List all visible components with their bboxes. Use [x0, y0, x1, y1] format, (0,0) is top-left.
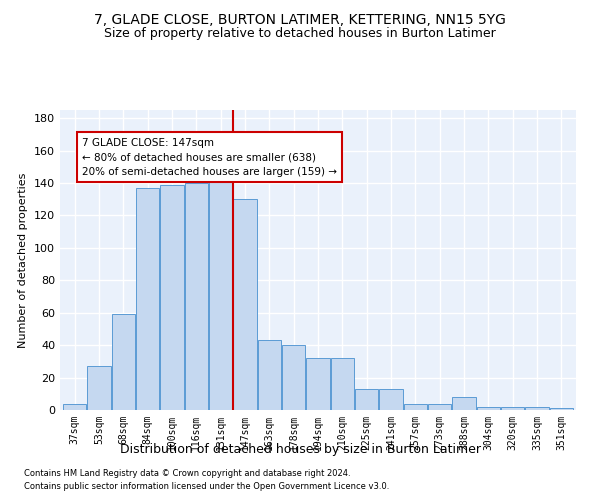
Bar — [550, 408, 573, 410]
Bar — [355, 389, 378, 410]
Text: 7, GLADE CLOSE, BURTON LATIMER, KETTERING, NN15 5YG: 7, GLADE CLOSE, BURTON LATIMER, KETTERIN… — [94, 12, 506, 26]
Bar — [233, 199, 257, 410]
Bar — [63, 404, 86, 410]
Bar — [331, 358, 354, 410]
Bar — [379, 389, 403, 410]
Y-axis label: Number of detached properties: Number of detached properties — [19, 172, 28, 348]
Bar — [112, 314, 135, 410]
Bar — [307, 358, 329, 410]
Text: Distribution of detached houses by size in Burton Latimer: Distribution of detached houses by size … — [119, 442, 481, 456]
Bar — [526, 407, 548, 410]
Bar — [209, 173, 232, 410]
Bar — [428, 404, 451, 410]
Text: 7 GLADE CLOSE: 147sqm
← 80% of detached houses are smaller (638)
20% of semi-det: 7 GLADE CLOSE: 147sqm ← 80% of detached … — [82, 138, 337, 177]
Bar — [404, 404, 427, 410]
Text: Contains HM Land Registry data © Crown copyright and database right 2024.: Contains HM Land Registry data © Crown c… — [24, 468, 350, 477]
Bar — [477, 407, 500, 410]
Bar — [88, 366, 110, 410]
Text: Size of property relative to detached houses in Burton Latimer: Size of property relative to detached ho… — [104, 28, 496, 40]
Bar — [185, 183, 208, 410]
Bar — [258, 340, 281, 410]
Bar — [282, 345, 305, 410]
Text: Contains public sector information licensed under the Open Government Licence v3: Contains public sector information licen… — [24, 482, 389, 491]
Bar — [452, 397, 476, 410]
Bar — [136, 188, 159, 410]
Bar — [160, 184, 184, 410]
Bar — [501, 407, 524, 410]
